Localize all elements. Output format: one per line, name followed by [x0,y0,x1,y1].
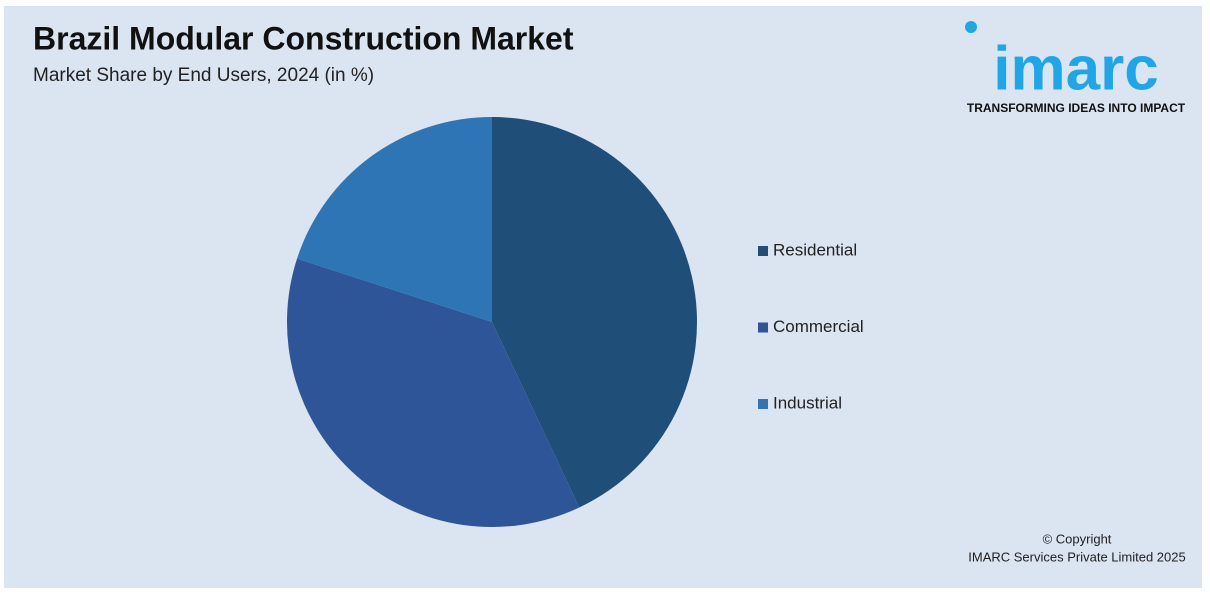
logo-dot [965,21,977,33]
chart-subtitle: Market Share by End Users, 2024 (in %) [33,65,374,86]
copyright-owner: IMARC Services Private Limited 2025 [968,549,1185,564]
logo-name: imarc [993,34,1158,103]
logo-tagline: TRANSFORMING IDEAS INTO IMPACT [967,101,1186,115]
chart-title: Brazil Modular Construction Market [33,20,574,56]
legend-swatch [758,322,768,333]
pie-slice [297,117,492,322]
legend-label: Commercial [773,317,864,336]
pie-slice [287,258,580,527]
legend-label: Residential [773,240,857,259]
legend-swatch [758,399,768,409]
legend-swatch [758,246,768,256]
legend-label: Industrial [773,393,842,412]
pie-slice [492,117,698,508]
copyright: © Copyright [1043,531,1112,546]
